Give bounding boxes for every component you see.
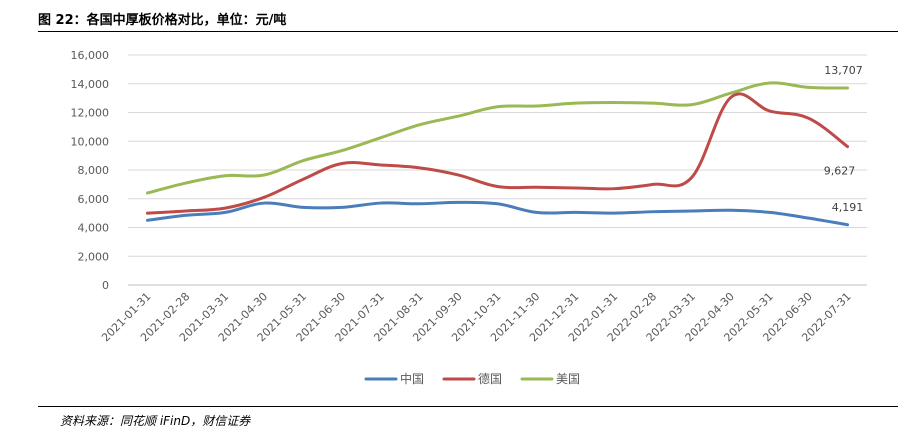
title-divider [38, 31, 898, 32]
data-label: 13,707 [824, 64, 863, 77]
legend-label: 德国 [478, 371, 502, 386]
series-line-1 [145, 92, 850, 215]
y-tick-label: 2,000 [78, 250, 110, 263]
y-tick-label: 16,000 [71, 49, 110, 62]
data-label: 9,627 [824, 165, 856, 178]
series-line-0 [145, 200, 850, 227]
y-tick-label: 14,000 [71, 78, 110, 91]
y-tick-label: 0 [102, 279, 109, 292]
source-divider [38, 406, 898, 407]
chart-title: 图 22：各国中厚板价格对比，单位：元/吨 [38, 13, 287, 28]
legend-label: 中国 [400, 371, 424, 386]
series-line-2 [145, 81, 850, 195]
y-tick-label: 12,000 [71, 107, 110, 120]
y-tick-label: 4,000 [78, 222, 110, 235]
legend-label: 美国 [556, 372, 580, 386]
data-label: 4,191 [832, 201, 864, 214]
source-note: 资料来源：同花顺 iFinD，财信证券 [60, 414, 251, 428]
y-tick-label: 6,000 [78, 193, 110, 206]
y-tick-label: 8,000 [78, 164, 110, 177]
y-tick-label: 10,000 [71, 135, 110, 148]
